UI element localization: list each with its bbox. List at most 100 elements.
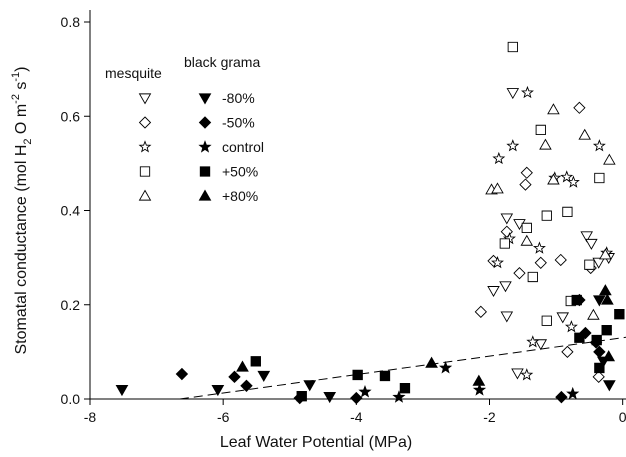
x-axis-label: Leaf Water Potential (MPa) — [220, 434, 412, 451]
legend-marker — [138, 93, 152, 105]
y-tick-label: 0.0 — [61, 391, 81, 407]
data-point — [507, 41, 518, 53]
data-point — [500, 311, 514, 323]
data-point — [175, 367, 189, 381]
legend-header: black grama — [184, 54, 260, 70]
data-point — [472, 374, 486, 386]
data-point — [602, 380, 616, 392]
data-point — [534, 256, 547, 269]
y-axis-label-part: s — [13, 82, 30, 94]
legend-marker — [199, 166, 211, 177]
y-axis-label-part: 2 — [22, 139, 34, 145]
y-axis-label-part: ) — [13, 66, 30, 71]
data-point — [506, 139, 520, 152]
data-point — [587, 308, 600, 320]
data-point — [594, 172, 605, 184]
y-axis-label-part: -1 — [10, 72, 22, 82]
data-point — [527, 271, 538, 283]
data-point — [499, 238, 510, 249]
legend-label: control — [222, 139, 264, 155]
data-point — [491, 182, 504, 194]
legend-marker — [198, 189, 212, 201]
data-point — [539, 138, 552, 150]
data-point — [602, 350, 616, 362]
data-point — [520, 234, 534, 246]
data-point — [257, 370, 271, 382]
data-point — [601, 325, 612, 336]
data-point — [438, 360, 453, 374]
data-point — [358, 385, 372, 398]
data-point — [240, 379, 253, 393]
data-point — [564, 320, 578, 333]
data-point — [566, 175, 580, 188]
data-point — [578, 128, 591, 140]
y-tick-label: 0.8 — [61, 14, 81, 30]
data-point — [506, 88, 520, 100]
data-point — [487, 286, 500, 298]
data-point — [323, 392, 337, 404]
data-point — [547, 173, 560, 185]
data-point — [580, 231, 593, 243]
trend-line — [179, 336, 626, 400]
legend-marker — [138, 140, 152, 153]
data-point — [547, 103, 560, 115]
legend-marker — [198, 93, 212, 105]
data-point — [614, 309, 625, 320]
data-point — [513, 267, 526, 280]
y-axis-label-part: Stomatal conductance (mol H — [13, 145, 30, 355]
data-point — [554, 253, 567, 267]
legend-marker — [198, 116, 212, 129]
data-point — [399, 382, 411, 394]
data-point — [561, 345, 574, 359]
x-tick-label: -6 — [217, 409, 230, 425]
data-point — [379, 370, 391, 382]
y-tick-label: 0.4 — [61, 203, 81, 219]
data-point — [566, 386, 580, 400]
y-axis-label-part: O m — [13, 104, 30, 139]
data-point — [296, 390, 307, 402]
y-axis-label: Stomatal conductance (mol H2 O m-2 s-1) — [10, 66, 34, 354]
data-point — [500, 213, 514, 225]
legend-label: +80% — [222, 188, 258, 204]
data-point — [560, 170, 574, 183]
data-point — [584, 259, 595, 270]
data-point — [535, 124, 546, 136]
data-point — [541, 210, 552, 221]
data-point — [425, 356, 438, 368]
data-point — [585, 238, 598, 250]
y-tick-label: 0.2 — [61, 297, 81, 313]
legend-label: +50% — [222, 164, 258, 180]
data-point — [521, 222, 532, 234]
data-point — [591, 334, 602, 346]
data-point — [593, 295, 606, 307]
legend-marker — [138, 189, 152, 201]
legend-marker — [138, 116, 152, 129]
y-axis-label-part: -2 — [10, 94, 22, 104]
data-point — [574, 332, 585, 343]
x-tick-label: -8 — [84, 409, 97, 425]
y-tick-label: 0.6 — [61, 108, 81, 124]
legend-label: -50% — [222, 115, 255, 131]
data-point — [562, 206, 573, 218]
legend-marker — [139, 166, 151, 177]
x-tick-label: -2 — [483, 409, 496, 425]
data-point — [211, 384, 225, 397]
data-point — [499, 281, 512, 293]
data-point — [492, 151, 506, 165]
data-point — [250, 356, 261, 367]
data-point — [598, 284, 612, 296]
data-point — [228, 370, 241, 384]
legend-label: -80% — [222, 90, 255, 106]
data-point — [573, 101, 586, 114]
data-point — [556, 312, 570, 324]
legend-marker — [198, 140, 212, 153]
data-point — [571, 294, 582, 306]
data-point — [491, 256, 504, 269]
x-tick-label: -4 — [350, 409, 363, 425]
data-point — [532, 241, 546, 254]
data-point — [472, 383, 487, 396]
data-point — [520, 166, 533, 179]
data-point — [592, 257, 605, 269]
data-point — [592, 139, 606, 152]
